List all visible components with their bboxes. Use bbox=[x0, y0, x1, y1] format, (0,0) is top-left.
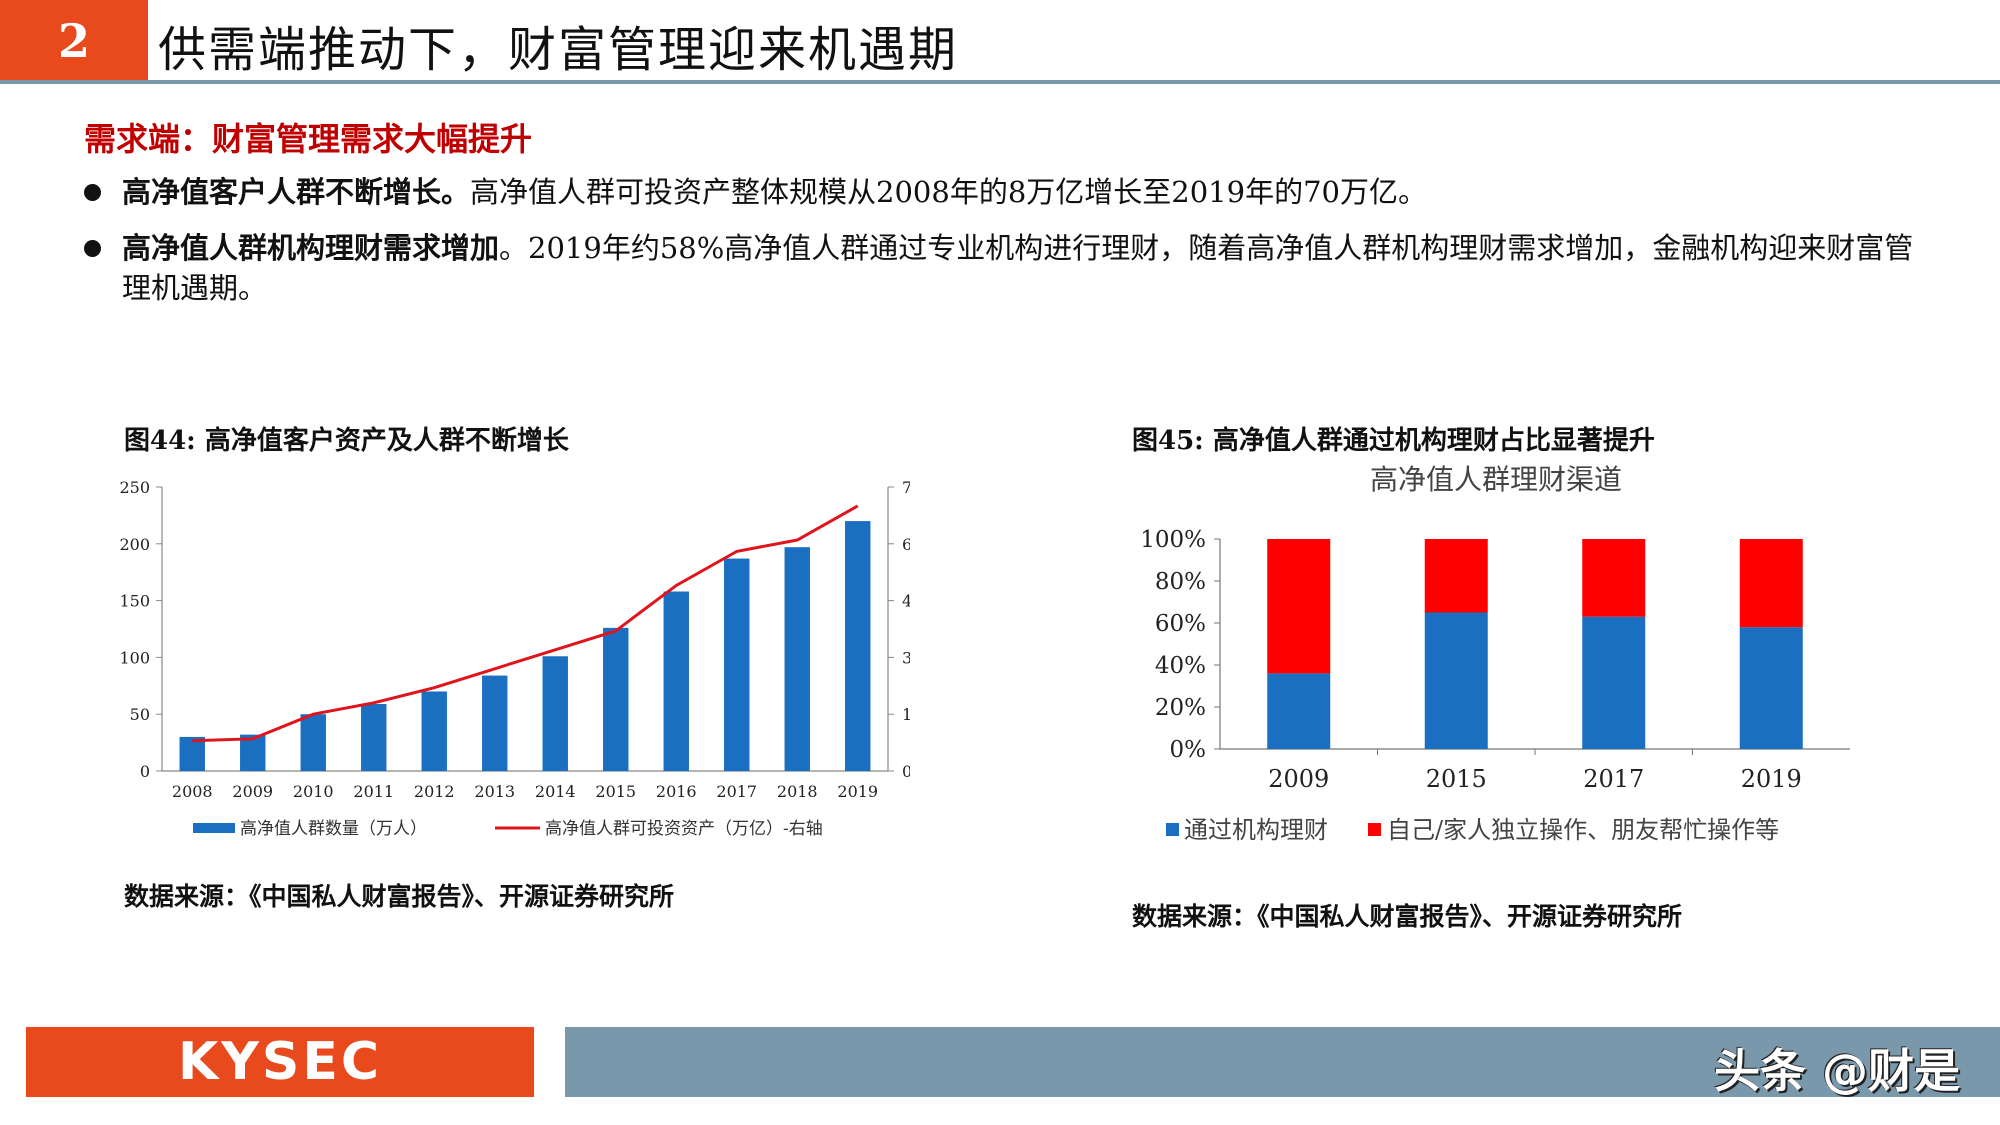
y-axis-tick-label: 0% bbox=[1170, 737, 1207, 763]
x-axis-tick-label: 2016 bbox=[656, 782, 697, 801]
bullet-item: 高净值客户人群不断增长。高净值人群可投资产整体规模从2008年的8万亿增长至20… bbox=[84, 172, 1904, 212]
footer-bar bbox=[565, 1027, 2000, 1097]
bullet-text: 。2019年约58%高净值人群通过专业机构进行理财，随着高净值人群机构理财需求增… bbox=[122, 231, 1914, 305]
x-axis-tick-label: 2011 bbox=[353, 782, 394, 801]
legend-bar-swatch bbox=[193, 823, 235, 833]
x-axis-tick-label: 2013 bbox=[474, 782, 515, 801]
bullet-bold-text: 高净值客户人群不断增长。 bbox=[122, 175, 471, 209]
legend-series1-swatch bbox=[1166, 823, 1179, 836]
figure-45-title: 图45: 高净值人群通过机构理财占比显著提升 bbox=[1132, 426, 1655, 456]
x-axis-tick-label: 2017 bbox=[1583, 765, 1644, 793]
section-title: 需求端：财富管理需求大幅提升 bbox=[84, 120, 533, 158]
x-axis-tick-label: 2019 bbox=[1741, 765, 1802, 793]
legend-series2-swatch bbox=[1368, 823, 1381, 836]
x-axis-tick-label: 2019 bbox=[837, 782, 878, 801]
chart-title: 高净值人群理财渠道 bbox=[1370, 463, 1622, 496]
x-axis-tick-label: 2009 bbox=[1268, 765, 1329, 793]
bullet-dot-icon bbox=[84, 240, 101, 257]
line-series bbox=[192, 504, 859, 743]
x-axis-tick-label: 2014 bbox=[535, 782, 576, 801]
figure-44-title: 图44: 高净值客户资产及人群不断增长 bbox=[124, 426, 569, 456]
bullet-bold-text: 高净值人群机构理财需求增加 bbox=[122, 231, 500, 265]
right-axis-tick-label: 15 bbox=[902, 705, 910, 724]
section-number: 2 bbox=[0, 0, 148, 82]
bar bbox=[482, 675, 508, 771]
left-axis-tick-label: 100 bbox=[119, 648, 150, 667]
bar bbox=[421, 691, 447, 771]
x-axis-tick-label: 2015 bbox=[595, 782, 636, 801]
bar bbox=[240, 734, 266, 771]
y-axis-tick-label: 100% bbox=[1140, 527, 1206, 553]
figure-45-source: 数据来源：《中国私人财富报告》、开源证券研究所 bbox=[1132, 902, 1683, 931]
bullet-dot-icon bbox=[84, 184, 101, 201]
bar bbox=[179, 736, 205, 771]
bar bbox=[603, 627, 629, 771]
x-axis-tick-label: 2015 bbox=[1426, 765, 1487, 793]
x-axis-tick-label: 2008 bbox=[172, 782, 213, 801]
bullet-item: 高净值人群机构理财需求增加。2019年约58%高净值人群通过专业机构进行理财，随… bbox=[84, 228, 1914, 308]
bar bbox=[784, 547, 810, 771]
y-axis-tick-label: 20% bbox=[1155, 695, 1206, 721]
legend-series2-label: 自己/家人独立操作、朋友帮忙操作等 bbox=[1387, 816, 1779, 844]
bar bbox=[300, 714, 326, 771]
y-axis-tick-label: 80% bbox=[1155, 569, 1206, 595]
bar-segment-institution bbox=[1739, 627, 1803, 749]
right-axis-tick-label: 30 bbox=[902, 648, 910, 667]
bar bbox=[724, 558, 750, 771]
legend-bar-label: 高净值人群数量（万人） bbox=[240, 819, 427, 839]
bar-segment-institution bbox=[1582, 616, 1646, 749]
right-axis-tick-label: 60 bbox=[902, 535, 910, 554]
right-axis-tick-label: 0 bbox=[902, 762, 910, 781]
x-axis-tick-label: 2018 bbox=[777, 782, 818, 801]
left-axis-tick-label: 200 bbox=[119, 535, 150, 554]
x-axis-tick-label: 2017 bbox=[716, 782, 757, 801]
left-axis-tick-label: 250 bbox=[119, 478, 150, 497]
right-axis-tick-label: 45 bbox=[902, 592, 910, 611]
bar-segment-self-managed bbox=[1739, 539, 1803, 628]
bar-segment-institution bbox=[1424, 612, 1488, 749]
left-axis-tick-label: 0 bbox=[140, 762, 150, 781]
left-axis-tick-label: 50 bbox=[130, 705, 150, 724]
bar bbox=[361, 703, 387, 771]
bar bbox=[663, 591, 689, 771]
bar-segment-self-managed bbox=[1267, 539, 1331, 674]
chart-hnw-wealth-channels: 高净值人群理财渠道 0% 20% 40% 60% 80% 100% 2009 2015 2017 2… bbox=[1140, 463, 1850, 844]
legend-series1-label: 通过机构理财 bbox=[1184, 816, 1328, 844]
x-axis-tick-label: 2012 bbox=[414, 782, 455, 801]
bar-segment-self-managed bbox=[1424, 539, 1488, 613]
y-axis-tick-label: 40% bbox=[1155, 653, 1206, 679]
left-axis-tick-label: 150 bbox=[119, 592, 150, 611]
watermark-text: 头条 @财是 bbox=[1713, 1044, 1960, 1098]
bar bbox=[542, 656, 568, 771]
legend-line-label: 高净值人群可投资资产（万亿）-右轴 bbox=[545, 819, 823, 839]
bar-segment-self-managed bbox=[1582, 539, 1646, 617]
x-axis-tick-label: 2009 bbox=[232, 782, 273, 801]
kysec-logo: KYSEC bbox=[26, 1027, 534, 1097]
header-divider bbox=[0, 80, 2000, 84]
chart-hnw-assets-and-population: 0 50 100 150 200 250 0 15 30 45 60 75 2008 2009 2010 20… bbox=[119, 478, 910, 839]
bar-segment-institution bbox=[1267, 673, 1331, 749]
x-axis-tick-label: 2010 bbox=[293, 782, 334, 801]
y-axis-tick-label: 60% bbox=[1155, 611, 1206, 637]
bullet-text: 高净值人群可投资产整体规模从2008年的8万亿增长至2019年的70万亿。 bbox=[470, 175, 1427, 209]
page-title: 供需端推动下，财富管理迎来机遇期 bbox=[158, 22, 959, 78]
bar bbox=[845, 521, 871, 771]
figure-44-source: 数据来源：《中国私人财富报告》、开源证券研究所 bbox=[124, 882, 675, 911]
right-axis-tick-label: 75 bbox=[902, 478, 910, 497]
